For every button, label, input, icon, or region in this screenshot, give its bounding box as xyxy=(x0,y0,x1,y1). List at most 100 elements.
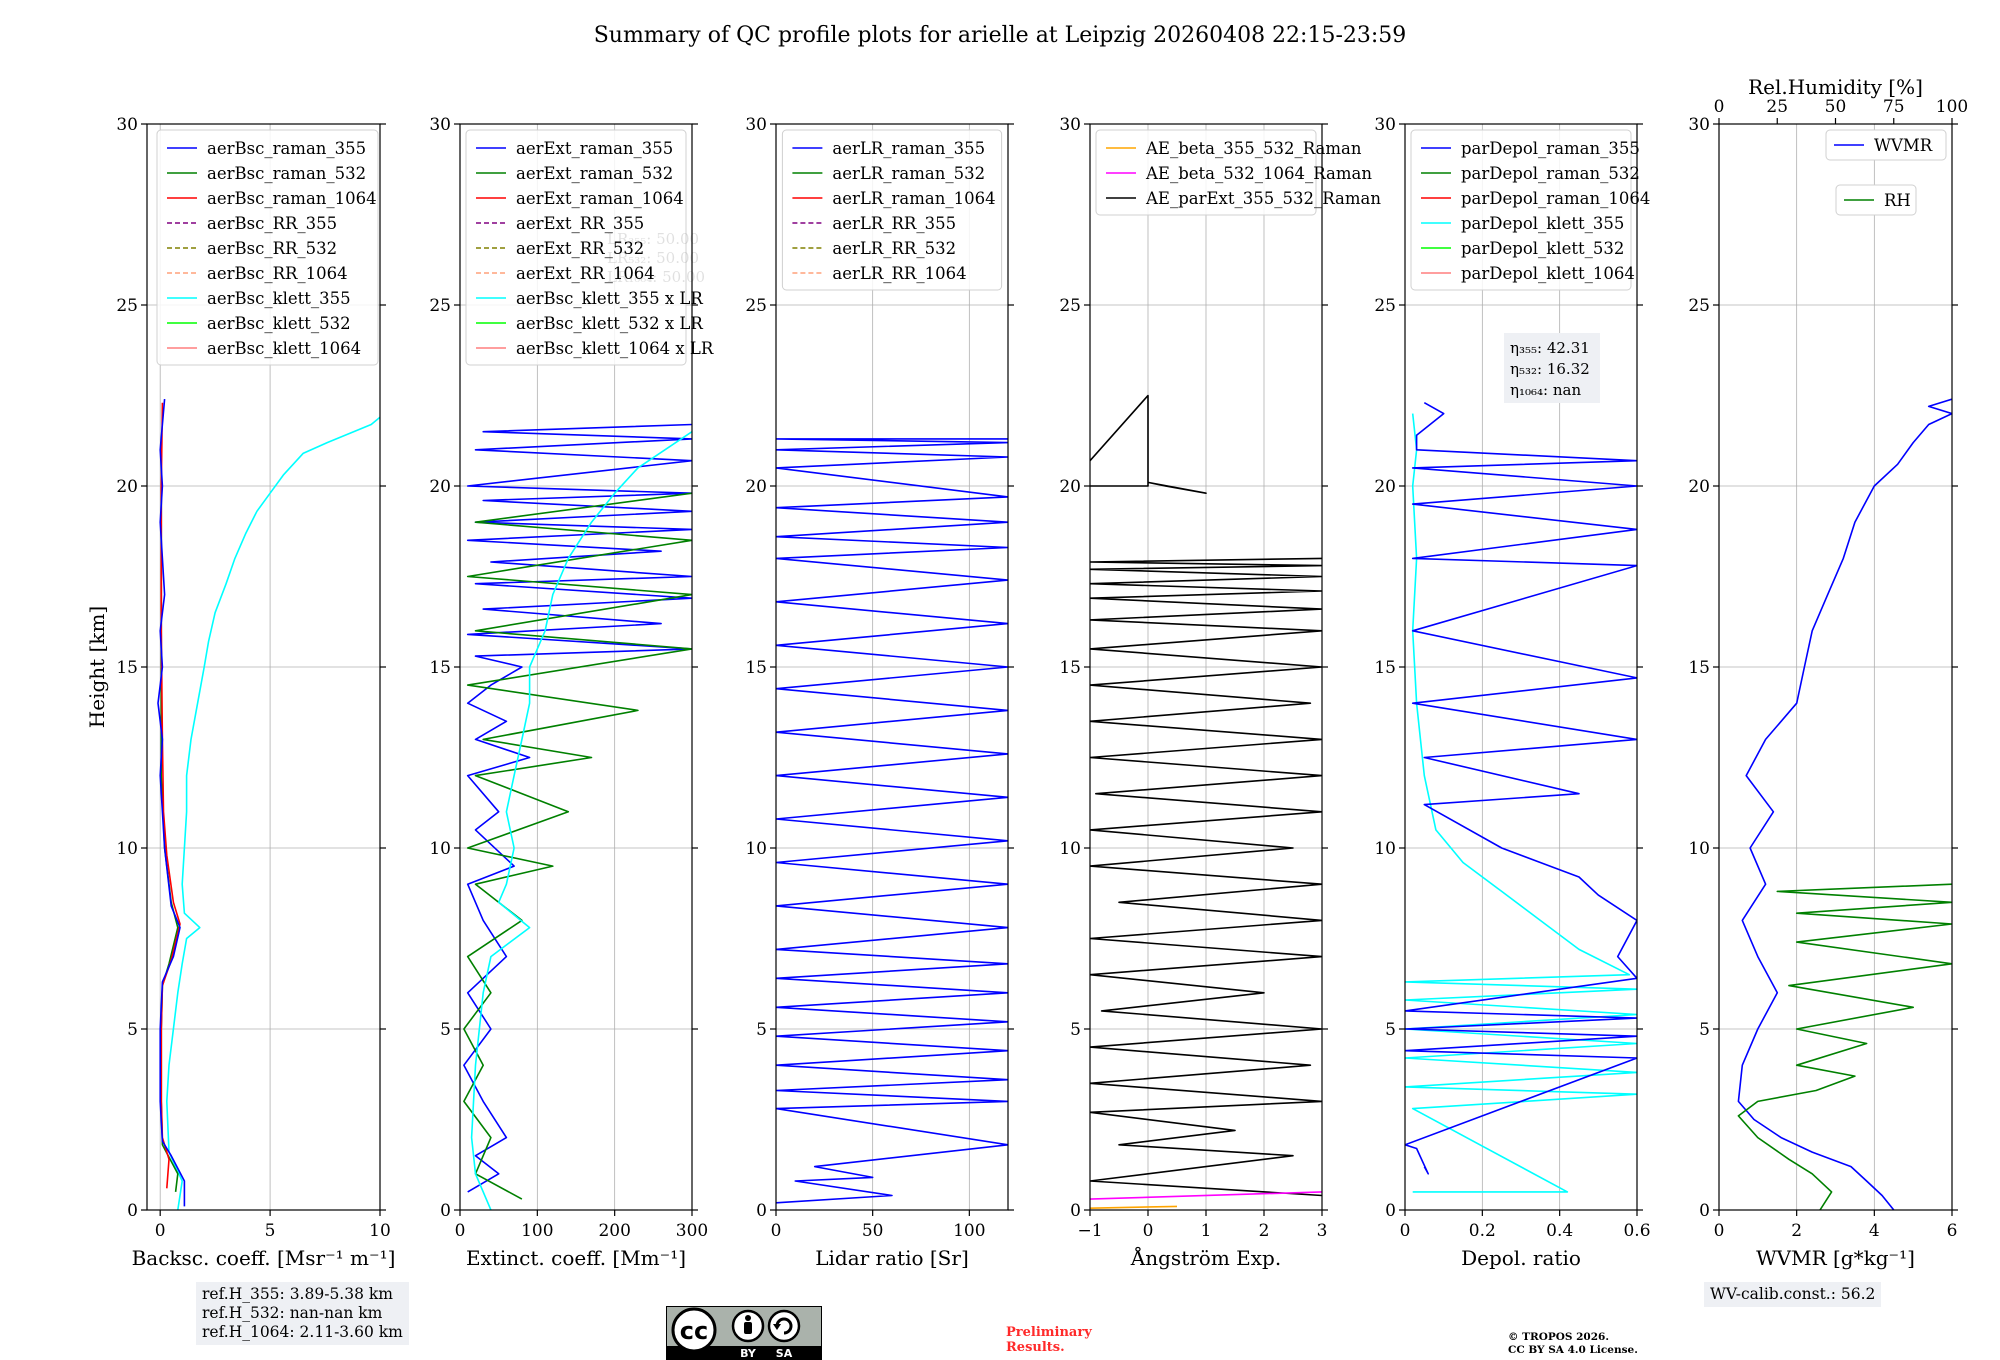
legend-label: AE_beta_532_1064_Raman xyxy=(1145,164,1372,183)
x-tick-label: 6 xyxy=(1947,1221,1958,1241)
x-tick-label: 0.6 xyxy=(1623,1221,1650,1241)
copyright-line-2: CC BY SA 4.0 License. xyxy=(1508,1344,1638,1356)
y-tick-label: 20 xyxy=(745,477,767,497)
grid-lines xyxy=(1089,123,1323,1211)
x-tick-label: 0.4 xyxy=(1546,1221,1573,1241)
cc-logo-icon xyxy=(671,1307,717,1353)
y-tick-label: 0 xyxy=(1385,1201,1396,1221)
x-tick-label: 0 xyxy=(771,1221,782,1241)
series-line-aerExt-raman-532 xyxy=(463,492,692,1200)
series-line-aerBsc-raman-355 xyxy=(157,399,186,1207)
series-line-parDepol-klett-355 xyxy=(1405,413,1637,1193)
series-group xyxy=(776,438,1008,1204)
top-x-tick-label: 25 xyxy=(1766,97,1788,117)
legend: aerBsc_raman_355 aerBsc_raman_532 aerBsc_r… xyxy=(156,129,379,366)
legend-label: aerLR_raman_532 xyxy=(832,164,985,183)
y-tick-label: 0 xyxy=(1699,1201,1710,1221)
legend-label: aerExt_raman_1064 xyxy=(516,189,684,208)
x-tick-label: 0 xyxy=(1400,1221,1411,1241)
preliminary-line-1: Preliminary xyxy=(1006,1325,1092,1340)
x-axis-label: Backsc. coeff. [Msr⁻¹ m⁻¹] xyxy=(132,1246,396,1270)
legend-label: aerBsc_klett_532 x LR xyxy=(516,314,703,333)
x-tick-label: 5 xyxy=(265,1221,276,1241)
series-line-aerLR-raman-355 xyxy=(776,438,1008,1204)
x-tick-label: 3 xyxy=(1317,1221,1328,1241)
legend-label: aerBsc_klett_355 x LR xyxy=(516,289,703,308)
legend: aerLR_raman_355 aerLR_raman_532 aerLR_rama… xyxy=(781,129,1003,291)
preliminary-results-note: Preliminary Results. xyxy=(1006,1325,1092,1355)
wv-calibration-constant: WV-calib.const.: 56.2 xyxy=(1710,1285,1876,1303)
legend-label: aerBsc_RR_355 xyxy=(207,214,337,233)
series-line-aerBsc-klett-355-x-LR xyxy=(470,431,692,1210)
y-tick-label: 10 xyxy=(745,839,767,859)
top-x-tick-label: 100 xyxy=(1936,97,1968,117)
legend-label: aerLR_raman_355 xyxy=(832,139,985,158)
x-tick-label: 2 xyxy=(1791,1221,1802,1241)
legend-frame xyxy=(1825,129,1947,161)
y-tick-label: 20 xyxy=(1374,477,1396,497)
x-tick-label: 200 xyxy=(598,1221,630,1241)
x-tick-label: 100 xyxy=(953,1221,985,1241)
y-tick-label: 10 xyxy=(116,839,138,859)
share-alike-arrow-icon xyxy=(767,1309,801,1343)
legend: aerExt_raman_355 aerExt_raman_532 aerExt_r… xyxy=(465,129,714,366)
legend-label: aerBsc_RR_532 xyxy=(207,239,337,258)
legend-label: aerExt_raman_532 xyxy=(516,164,673,183)
legend: WVMR RH xyxy=(1825,129,1947,216)
y-tick-label: 15 xyxy=(116,658,138,678)
y-tick-label: 25 xyxy=(745,296,767,316)
legend-frame xyxy=(781,129,1003,291)
y-tick-label: 5 xyxy=(1385,1020,1396,1040)
y-tick-label: 5 xyxy=(127,1020,138,1040)
axis-ticks: 0 5 10 15 20 25 30 0 5 10 xyxy=(116,115,390,1241)
y-tick-label: 15 xyxy=(429,658,451,678)
panel-backscatter: 0 5 10 15 20 25 30 0 5 10 Backsc. coeff. [Msr⁻¹ m⁻… xyxy=(85,115,395,1270)
y-tick-label: 0 xyxy=(1070,1201,1081,1221)
series-line-AE-beta-355-532-Raman xyxy=(1090,1205,1178,1209)
reference-height-1064: ref.H_1064: 2.11-3.60 km xyxy=(202,1323,403,1341)
series-line-aerBsc-raman-1064 xyxy=(160,402,181,1189)
legend-label: aerBsc_raman_355 xyxy=(207,139,366,158)
y-tick-label: 25 xyxy=(429,296,451,316)
legend-label: aerExt_RR_1064 xyxy=(516,264,655,283)
legend-label: aerBsc_klett_532 xyxy=(207,314,351,333)
cc-letters: cc xyxy=(680,1317,708,1345)
x-tick-label: 100 xyxy=(521,1221,553,1241)
eta-label: η₁₀₆₄: nan xyxy=(1510,381,1581,399)
legend-label: parDepol_raman_1064 xyxy=(1461,189,1650,208)
legend-label: aerExt_raman_355 xyxy=(516,139,673,158)
series-line-WVMR xyxy=(1737,398,1952,1210)
x-tick-label: 4 xyxy=(1869,1221,1880,1241)
y-tick-label: 5 xyxy=(440,1020,451,1040)
y-tick-label: 25 xyxy=(1688,296,1710,316)
top-x-axis-label: Rel.Humidity [%] xyxy=(1748,75,1923,99)
grid-lines xyxy=(1718,123,1953,1211)
x-tick-label: 0 xyxy=(1714,1221,1725,1241)
copyright-line-1: © TROPOS 2026. xyxy=(1508,1331,1610,1343)
series-line-AE-parExt-355-532-Raman-upper- xyxy=(1090,394,1207,495)
x-axis-label: Ångström Exp. xyxy=(1130,1245,1281,1270)
y-tick-label: 20 xyxy=(429,477,451,497)
series-group xyxy=(1090,394,1322,1209)
top-x-tick-label: 50 xyxy=(1825,97,1847,117)
x-axis-label: WVMR [g*kg⁻¹] xyxy=(1756,1246,1915,1270)
legend-label: aerLR_RR_1064 xyxy=(832,264,966,283)
legend-label: aerBsc_klett_1064 xyxy=(207,339,361,358)
y-tick-label: 15 xyxy=(1374,658,1396,678)
x-tick-label: 0.2 xyxy=(1469,1221,1496,1241)
legend-label: aerLR_RR_355 xyxy=(832,214,956,233)
x-axis-label: Depol. ratio xyxy=(1461,1246,1581,1270)
series-line-aerBsc-raman-532 xyxy=(160,486,179,1192)
y-tick-label: 30 xyxy=(1688,115,1710,135)
x-tick-label: 50 xyxy=(862,1221,884,1241)
legend-label: aerBsc_klett_355 xyxy=(207,289,351,308)
preliminary-line-2: Results. xyxy=(1006,1340,1065,1355)
legend-frame xyxy=(156,129,379,366)
legend-label: aerLR_RR_532 xyxy=(832,239,956,258)
series-line-aerExt-raman-355 xyxy=(463,423,692,1193)
